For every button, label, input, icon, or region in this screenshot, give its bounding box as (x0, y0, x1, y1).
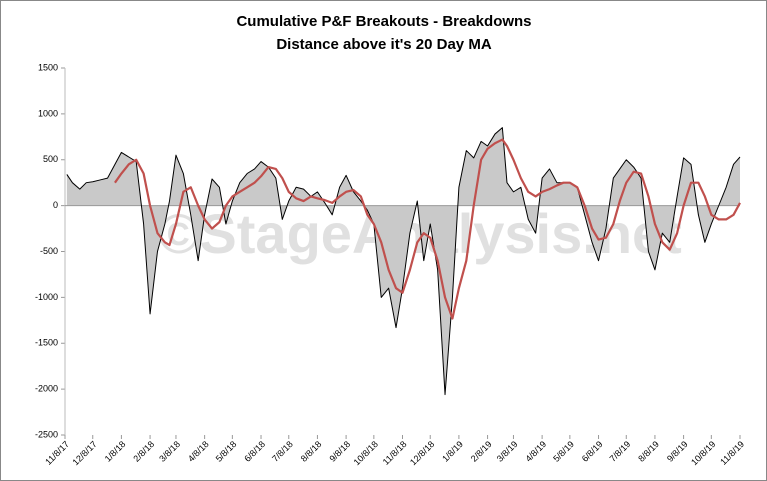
chart-subtitle: Distance above it's 20 Day MA (276, 36, 491, 53)
series-line (66, 127, 741, 396)
y-tick-label: 1000 (38, 108, 58, 118)
y-tick-label: 0 (53, 200, 58, 210)
y-tick-label: -2500 (35, 429, 58, 439)
y-tick-label: -1000 (35, 292, 58, 302)
y-tick-label: -1500 (35, 338, 58, 348)
y-tick-label: -500 (40, 246, 58, 256)
chart-title: Cumulative P&F Breakouts - Breakdowns (236, 13, 531, 30)
y-tick-label: 1500 (38, 62, 58, 72)
series-line (114, 138, 741, 320)
y-tick-label: -2000 (35, 384, 58, 394)
y-tick-label: 500 (43, 154, 58, 164)
